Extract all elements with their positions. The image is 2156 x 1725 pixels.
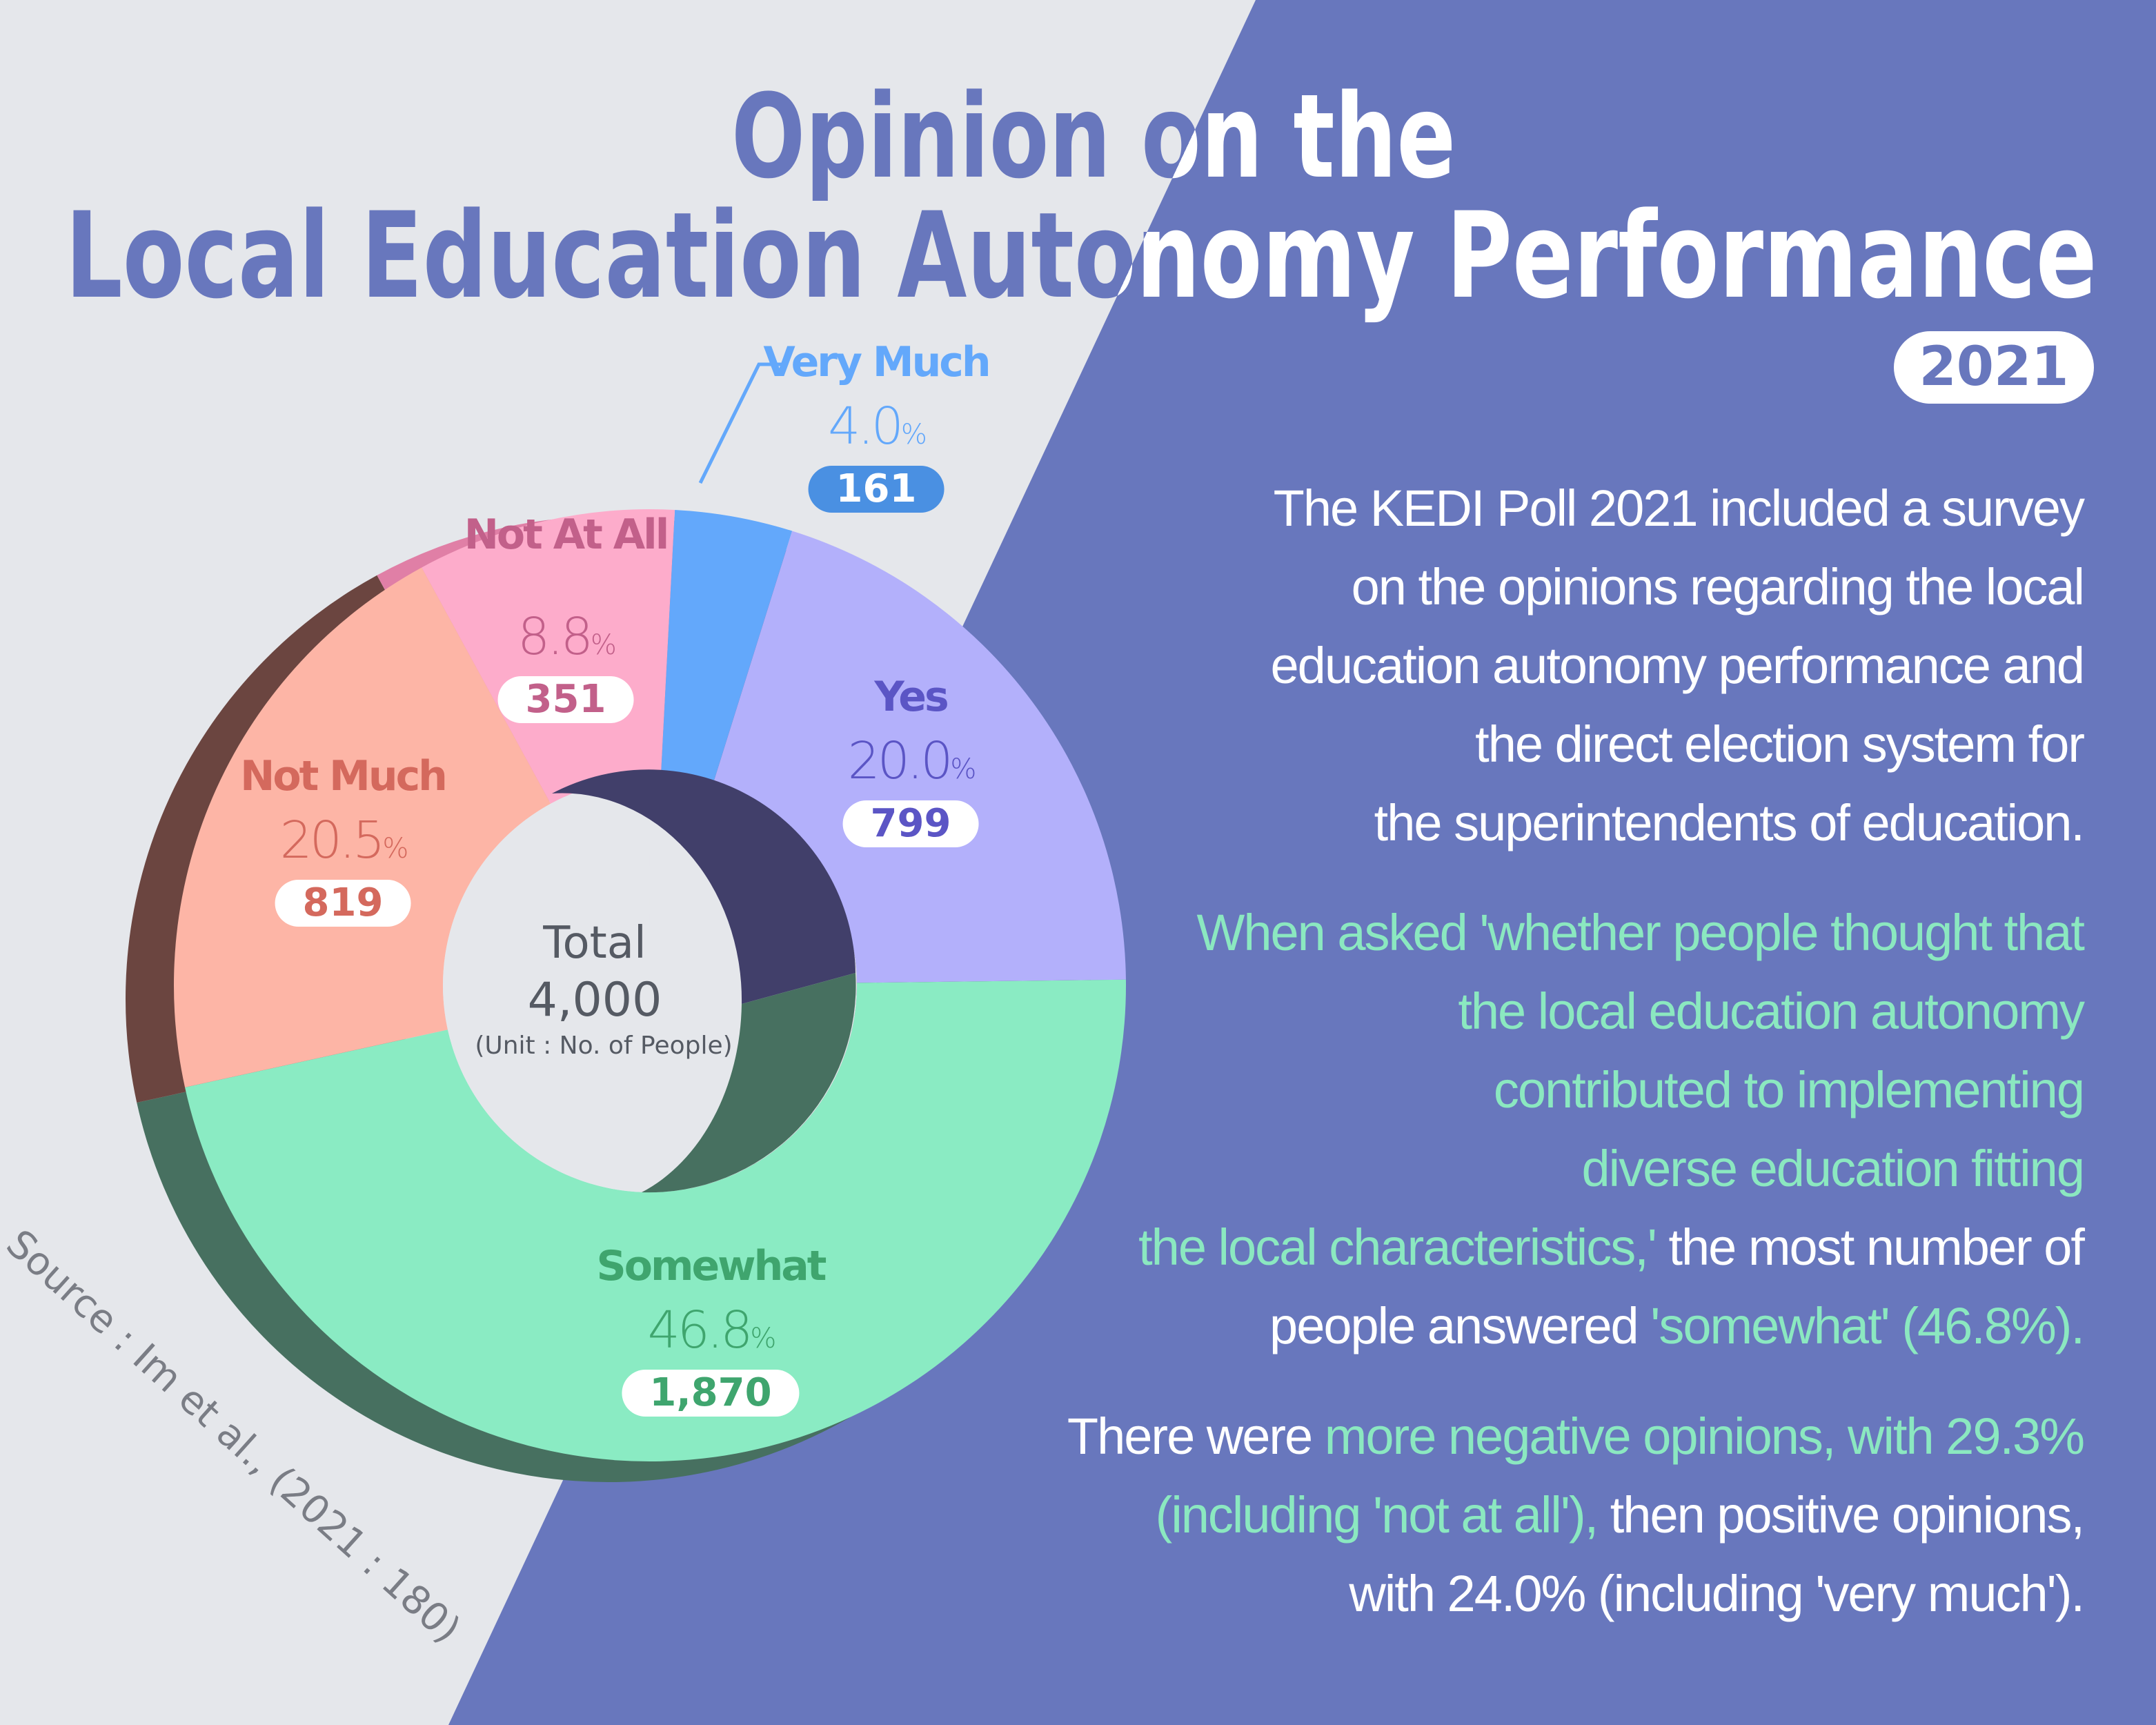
label-not-at-all: Not At All xyxy=(464,511,670,559)
slice-somewhat xyxy=(185,979,1127,1461)
para2-line: the local education autonomy xyxy=(1458,983,2085,1040)
para1-line: the direct election system for xyxy=(1475,716,2085,773)
para3-line: There were more negative opinions, with … xyxy=(1067,1397,2085,1476)
center-total-value: 4,000 xyxy=(527,973,662,1027)
title-line1: Opinion on the xyxy=(731,69,1456,204)
para2-line: diverse education fitting xyxy=(1581,1140,2085,1197)
para3-white: then positive opinions, xyxy=(1597,1486,2085,1544)
para2-green: the local characteristics,' xyxy=(1138,1219,1657,1276)
year-badge: 2021 xyxy=(1894,331,2094,404)
percent-value: 8.8 xyxy=(517,607,593,667)
para3-line: with 24.0% (including 'very much'). xyxy=(1349,1565,2085,1622)
label-yes: Yes xyxy=(874,673,949,721)
center-total-label: Total xyxy=(543,918,646,969)
percent-value: 4.0 xyxy=(828,397,904,456)
para3-white: There were xyxy=(1067,1408,1325,1465)
label-somewhat: Somewhat xyxy=(596,1242,827,1290)
inner-wall-somewhat xyxy=(642,973,856,1193)
slice-very-much xyxy=(660,509,793,788)
percent-somewhat: 46.8% xyxy=(647,1301,777,1360)
count-not-much: 819 xyxy=(275,880,411,927)
percent-sign: % xyxy=(900,419,927,451)
para2-white: people answered xyxy=(1269,1297,1651,1354)
para3-green: (including 'not at all'), xyxy=(1155,1486,1599,1544)
comparison-paragraph: There were more negative opinions, with … xyxy=(1067,1397,2085,1633)
percent-value: 20.0 xyxy=(847,731,953,791)
slice-yes xyxy=(711,531,1126,983)
count-not-at-all: 351 xyxy=(497,676,634,723)
finding-paragraph: When asked 'whether people thought that … xyxy=(1138,894,2085,1366)
label-very-much: Very Much xyxy=(763,338,991,386)
slice-not-at-all xyxy=(422,509,675,804)
percent-sign: % xyxy=(750,1323,776,1354)
count-very-much: 161 xyxy=(808,466,945,513)
percent-value: 46.8 xyxy=(647,1301,753,1360)
title-line2: Local Education Autonomy Performance xyxy=(66,186,2097,325)
para3-green: more negative opinions, with 29.3% xyxy=(1324,1408,2085,1465)
label-not-much: Not Much xyxy=(240,752,448,800)
count-somewhat: 1,870 xyxy=(622,1370,800,1417)
very-much-leader-line xyxy=(698,362,783,484)
para1-line: the superintendents of education. xyxy=(1374,794,2085,851)
percent-value: 20.5 xyxy=(279,811,386,870)
percent-sign: % xyxy=(950,753,976,785)
para3-line: (including 'not at all'), then positive … xyxy=(1067,1476,2085,1555)
slice-not-much xyxy=(174,567,551,1087)
para1-line: The KEDI Poll 2021 included a survey xyxy=(1273,480,2085,537)
para1-line: on the opinions regarding the local xyxy=(1351,558,2085,615)
title: Opinion on the Local Education Autonomy … xyxy=(66,69,2097,325)
count-yes: 799 xyxy=(842,800,979,847)
para2-green: 'somewhat' (46.8%). xyxy=(1650,1297,2085,1354)
para2-line: the local characteristics,' the most num… xyxy=(1138,1208,2085,1287)
para2-line: contributed to implementing xyxy=(1493,1061,2085,1118)
percent-very-much: 4.0% xyxy=(828,397,927,456)
percent-not-at-all: 8.8% xyxy=(517,607,617,667)
inner-wall-yes xyxy=(552,769,856,1004)
para2-line: people answered 'somewhat' (46.8%). xyxy=(1138,1287,2085,1366)
percent-yes: 20.0% xyxy=(847,731,977,791)
percent-sign: % xyxy=(382,833,408,865)
percent-not-much: 20.5% xyxy=(279,811,409,870)
intro-paragraph: The KEDI Poll 2021 included a survey on … xyxy=(1270,469,2085,862)
percent-sign: % xyxy=(590,629,617,661)
center-unit: (Unit : No. of People) xyxy=(475,1032,733,1060)
para2-white: the most number of xyxy=(1655,1219,2085,1276)
para2-line: When asked 'whether people thought that xyxy=(1196,904,2085,961)
para1-line: education autonomy performance and xyxy=(1270,637,2085,694)
